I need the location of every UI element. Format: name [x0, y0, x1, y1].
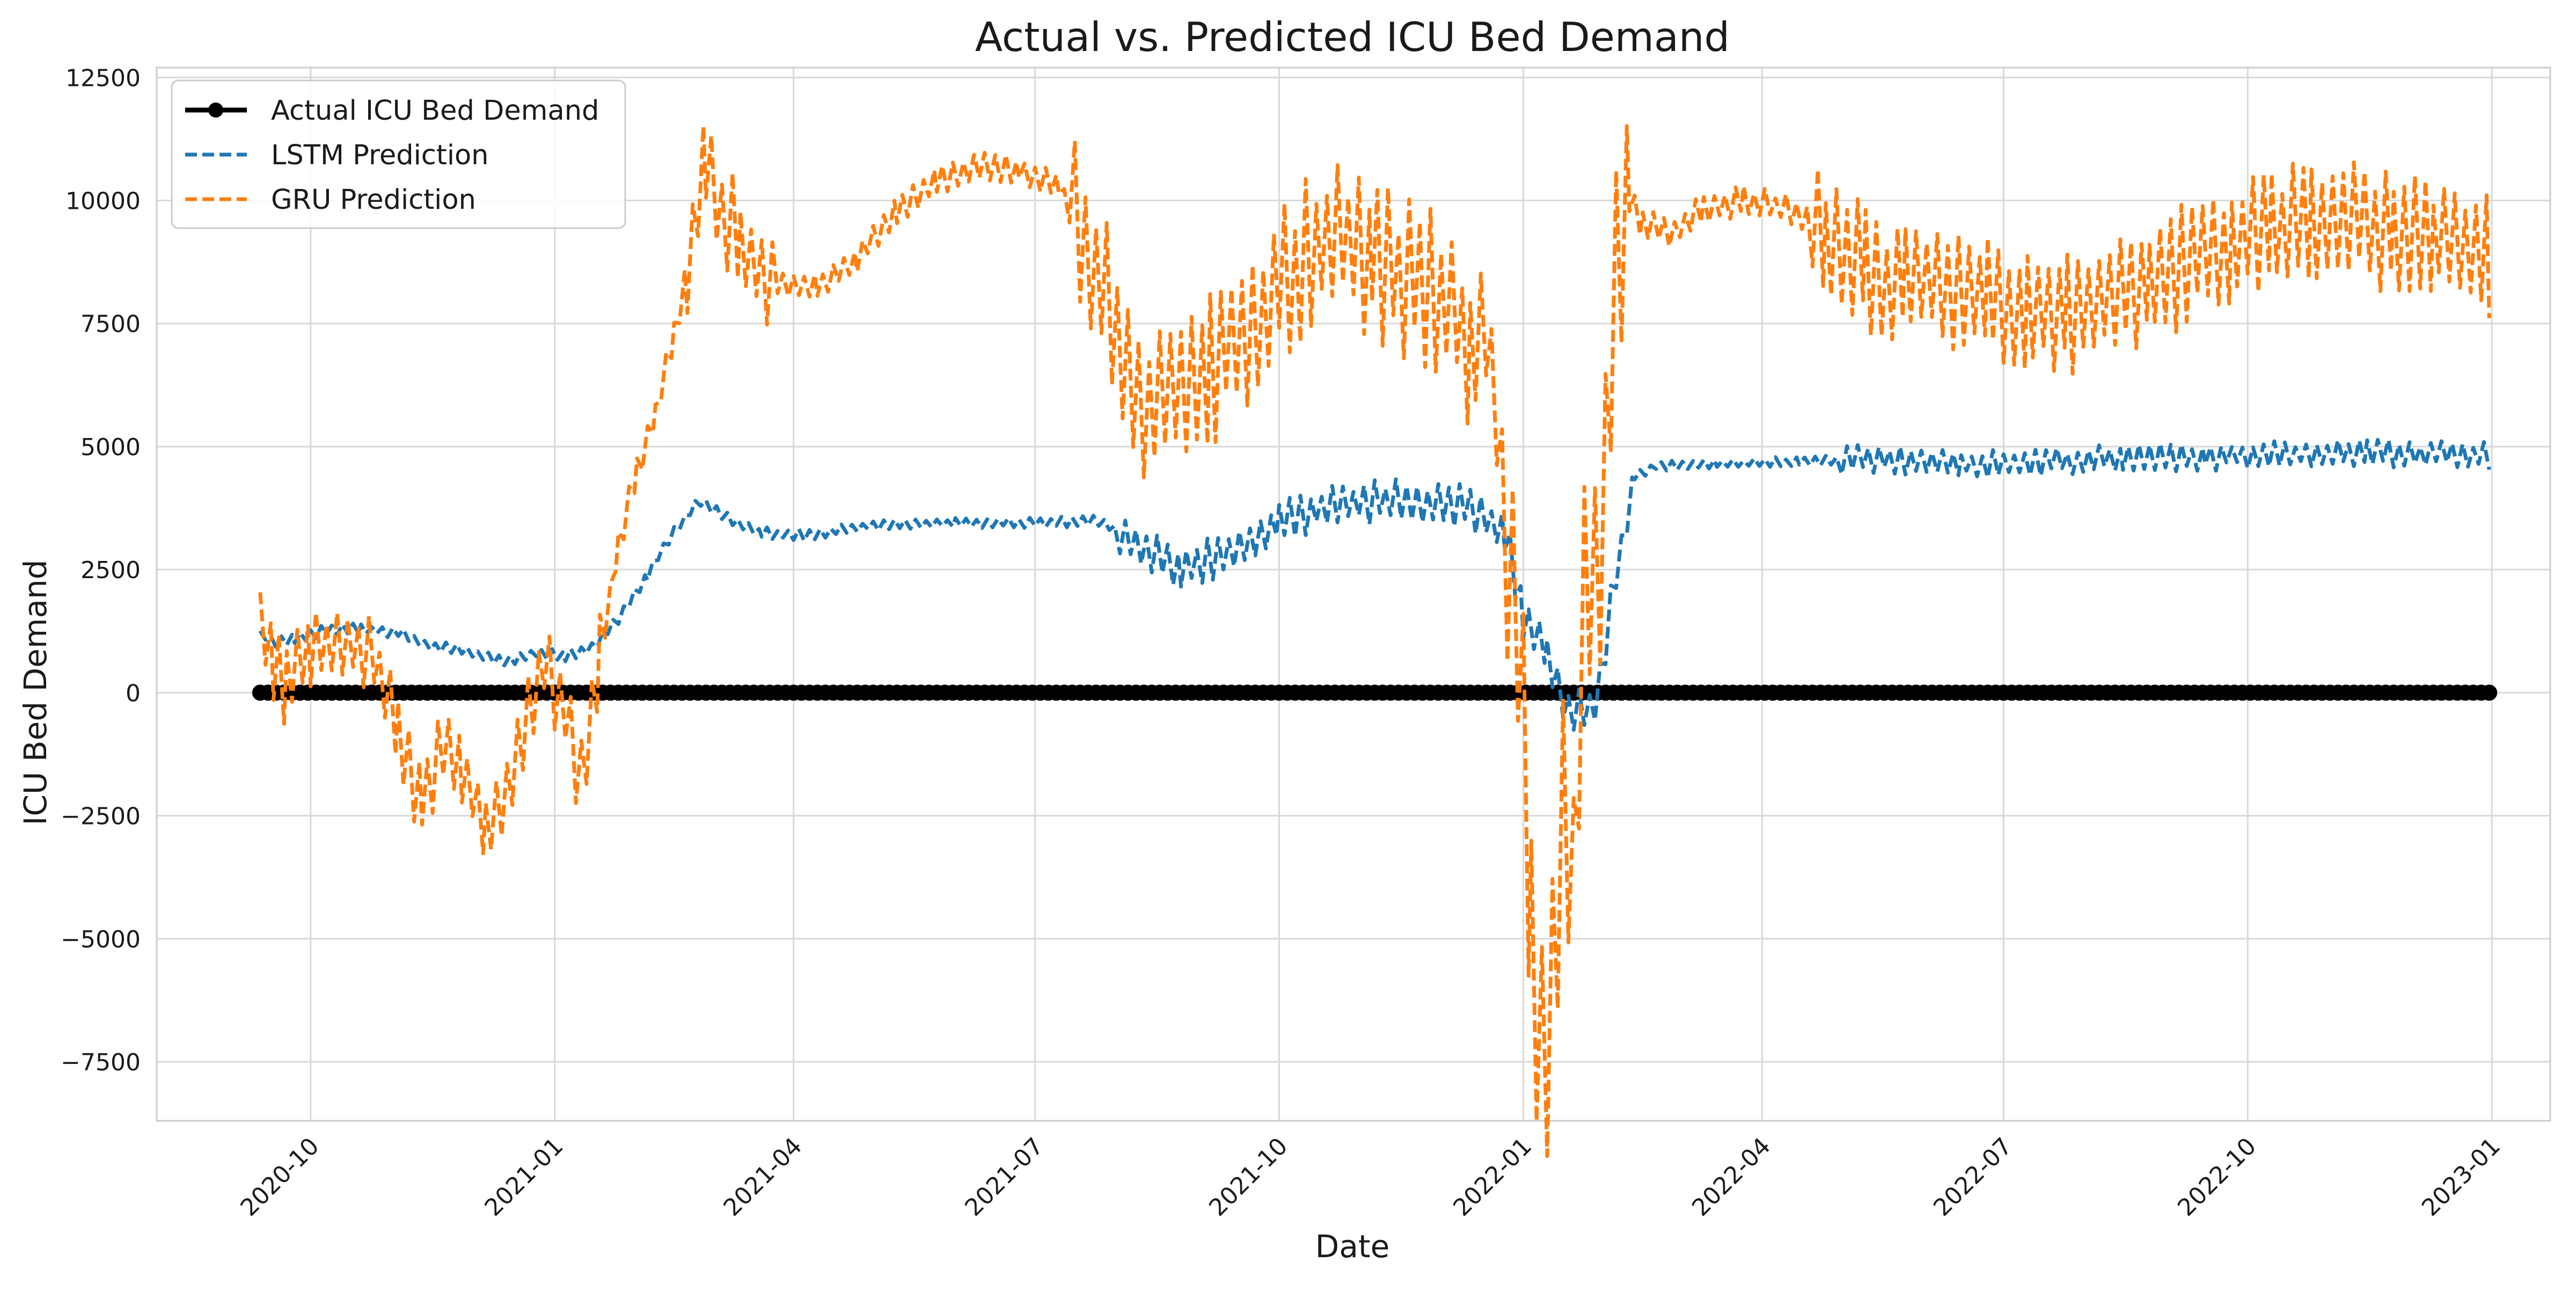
series-layer: [252, 124, 2498, 1158]
legend-items: Actual ICU Bed Demand LSTM Prediction GRU …: [185, 95, 599, 216]
y-tick-label: 10000: [65, 188, 141, 215]
x-axis-label: Date: [1315, 1228, 1390, 1265]
y-tick-label: 2500: [80, 557, 141, 584]
lstm-prediction-line: [258, 437, 2491, 732]
gru-prediction-line: [258, 124, 2491, 1158]
legend-label-actual-icu-bed-demand: Actual ICU Bed Demand: [271, 95, 599, 127]
legend-label-lstm-prediction: LSTM Prediction: [271, 140, 489, 171]
y-tick-label: −5000: [61, 926, 141, 953]
legend-label-gru-prediction: GRU Prediction: [271, 184, 476, 216]
y-tick-label: −2500: [61, 803, 141, 830]
y-axis-label: ICU Bed Demand: [17, 559, 54, 825]
legend: Actual ICU Bed Demand LSTM Prediction GRU …: [171, 79, 626, 229]
legend-marker-actual-icu-bed-demand: [208, 103, 223, 118]
y-tick-label: 0: [126, 680, 141, 707]
grid: [157, 68, 2550, 1121]
y-tick-label: 12500: [65, 64, 141, 92]
plot-frame: [156, 67, 2551, 1122]
chart-title: Actual vs. Predicted ICU Bed Demand: [975, 13, 1730, 61]
y-tick-label: 5000: [80, 434, 141, 461]
legend-box: [171, 79, 626, 229]
y-tick-label: −7500: [61, 1049, 141, 1076]
actual-icu-bed-demand-marker: [2481, 684, 2498, 701]
y-tick-label: 7500: [80, 311, 141, 338]
